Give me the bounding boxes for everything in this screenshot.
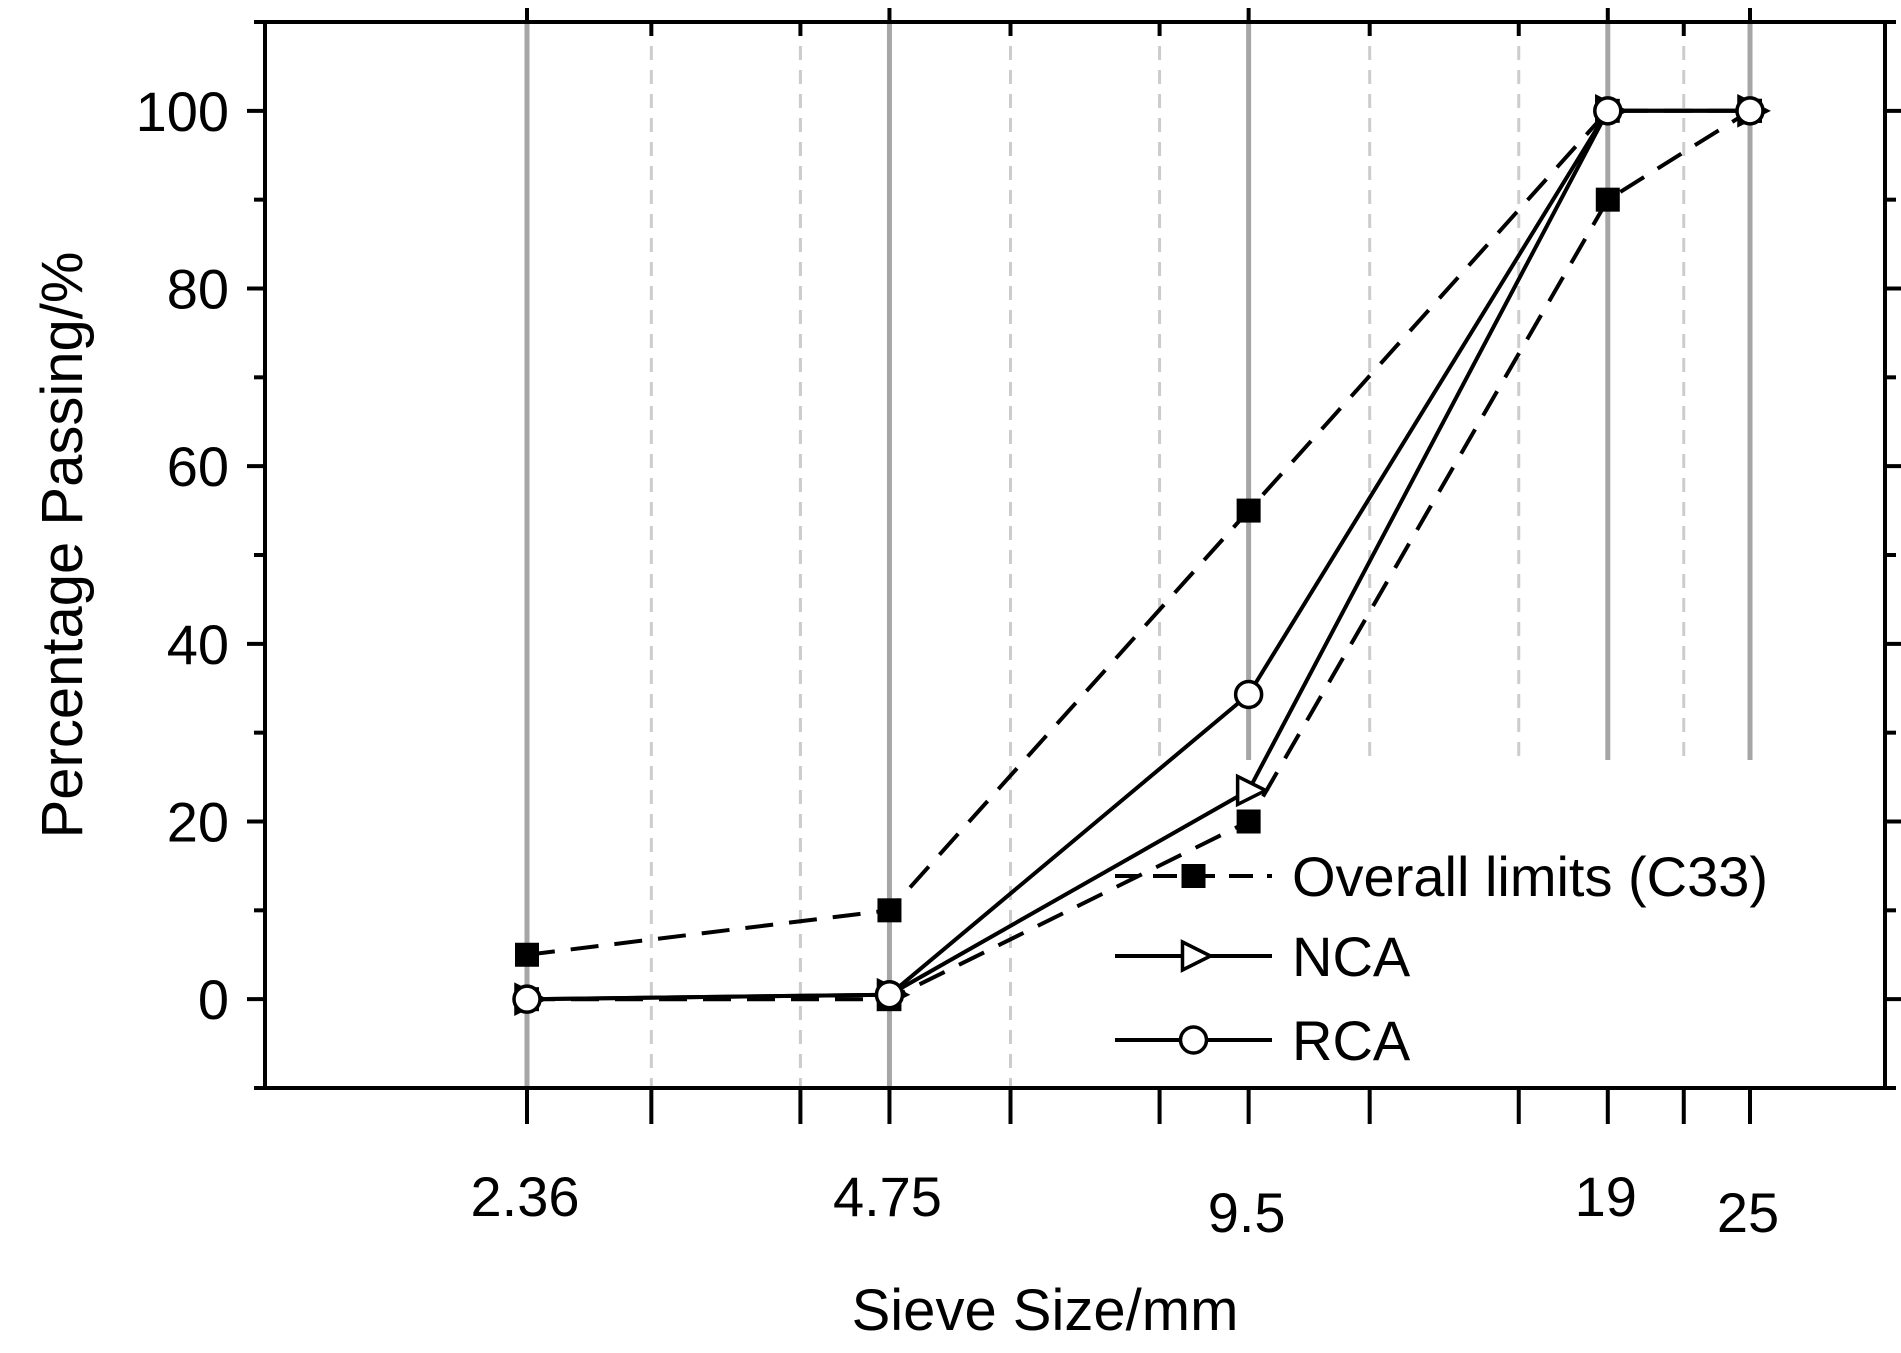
data-point: [874, 979, 905, 1010]
x-tick-label: 2.36: [471, 1165, 580, 1228]
series-line-overall-limits-c33-upper: [526, 108, 1750, 957]
legend: Overall limits (C33) NCA RCA: [1115, 845, 1768, 1072]
data-point: [515, 942, 539, 967]
data-point: [1595, 187, 1620, 212]
y-tick-label: 60: [167, 435, 229, 498]
data-point: [1593, 96, 1623, 126]
data-point: [1236, 809, 1261, 834]
legend-label: Overall limits (C33): [1292, 845, 1768, 908]
data-point: [1233, 679, 1264, 710]
legend-marker: [1180, 939, 1215, 973]
axes: [247, 8, 1901, 1124]
y-tick-label: 20: [167, 791, 229, 854]
data-point: [1235, 773, 1270, 808]
y-tick-label: 0: [198, 968, 229, 1031]
y-tick-label: 40: [167, 613, 229, 676]
x-tick-label: 4.75: [833, 1165, 942, 1228]
axis-labels: 0 20 40 60 80 100 2.36 4.75 9.5 19 25 Sieve Size/mm…: [30, 80, 1779, 1343]
legend-marker: [1181, 864, 1206, 888]
legend-label: NCA: [1292, 925, 1411, 988]
data-point: [512, 984, 542, 1014]
x-tick-label: 19: [1575, 1165, 1637, 1228]
y-tick-label: 100: [136, 80, 229, 143]
y-axis-title: Percentage Passing/%: [30, 252, 95, 839]
x-axis-title: Sieve Size/mm: [852, 1278, 1239, 1343]
y-tick-label: 80: [167, 258, 229, 321]
x-tick-label: 25: [1717, 1181, 1779, 1244]
grid-lines: [524, 22, 1753, 1088]
legend-label: RCA: [1292, 1009, 1411, 1072]
data-point: [1735, 96, 1765, 126]
x-tick-label: 9.5: [1208, 1181, 1286, 1244]
data-point: [877, 898, 902, 923]
legend-marker: [1178, 1025, 1209, 1055]
series-layer: [512, 94, 1771, 1016]
data-point: [1236, 498, 1261, 523]
